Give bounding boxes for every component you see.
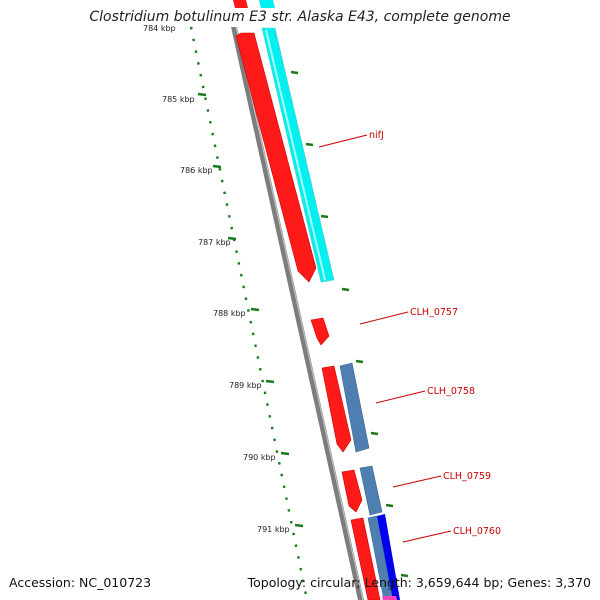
ruler-tick — [265, 379, 275, 384]
cog-feature-CLH_0759 — [359, 465, 383, 516]
cds-feature-top — [233, 0, 248, 8]
backbone-highlight — [235, 26, 364, 600]
leader-line-CLH_0760 — [402, 530, 452, 543]
tick-label-786: 786 kbp — [180, 166, 213, 175]
cds-feature-CLH_0757 — [310, 317, 330, 346]
ruler-tick — [294, 523, 304, 528]
tick-label-791: 791 kbp — [257, 525, 290, 534]
outer-ticks — [290, 70, 409, 578]
cog-feature-CLH_0760-a — [367, 515, 394, 600]
leader-line-CLH_0758 — [375, 390, 426, 404]
leader-line-CLH_0759 — [392, 475, 442, 488]
ruler-tick — [212, 164, 222, 169]
gene-label-CLH_0759: CLH_0759 — [443, 471, 491, 482]
gene-label-nifJ: nifJ — [369, 130, 384, 141]
leader-line-nifJ — [318, 134, 368, 148]
gene-label-CLH_0757: CLH_0757 — [410, 307, 458, 318]
tick-label-788: 788 kbp — [213, 309, 246, 318]
cog-feature-pink — [382, 596, 397, 600]
accession-text: Accession: NC_010723 — [9, 575, 152, 590]
tick-label-789: 789 kbp — [229, 381, 262, 390]
tick-label-787: 787 kbp — [198, 238, 231, 247]
cds-feature-CLH_0760 — [350, 517, 381, 600]
cog-feature-CLH_0758 — [339, 362, 370, 453]
ruler-line — [189, 26, 309, 600]
cds-feature-CLH_0758 — [321, 365, 352, 453]
cog-highlight-nifJ — [265, 29, 326, 281]
leader-line-CLH_0757 — [359, 311, 409, 325]
tick-label-785: 785 kbp — [162, 95, 195, 104]
ruler-tick — [250, 307, 260, 312]
map-title: Clostridium botulinum E3 str. Alaska E43… — [89, 9, 511, 25]
ruler-tick — [227, 236, 237, 241]
gene-label-CLH_0760: CLH_0760 — [453, 526, 501, 537]
gene-label-CLH_0758: CLH_0758 — [427, 386, 475, 397]
cds-feature-nifJ — [235, 32, 317, 283]
genome-summary-text: Topology: circular; Length: 3,659,644 bp… — [247, 575, 591, 590]
ruler-tick — [197, 92, 207, 97]
cds-feature-CLH_0759 — [341, 469, 363, 513]
cog-feature-top — [259, 0, 275, 8]
ruler-tick — [280, 451, 290, 456]
tick-label-790: 790 kbp — [243, 453, 276, 462]
tick-label-784: 784 kbp — [143, 24, 176, 33]
cog-feature-CLH_0760-b — [377, 514, 400, 600]
